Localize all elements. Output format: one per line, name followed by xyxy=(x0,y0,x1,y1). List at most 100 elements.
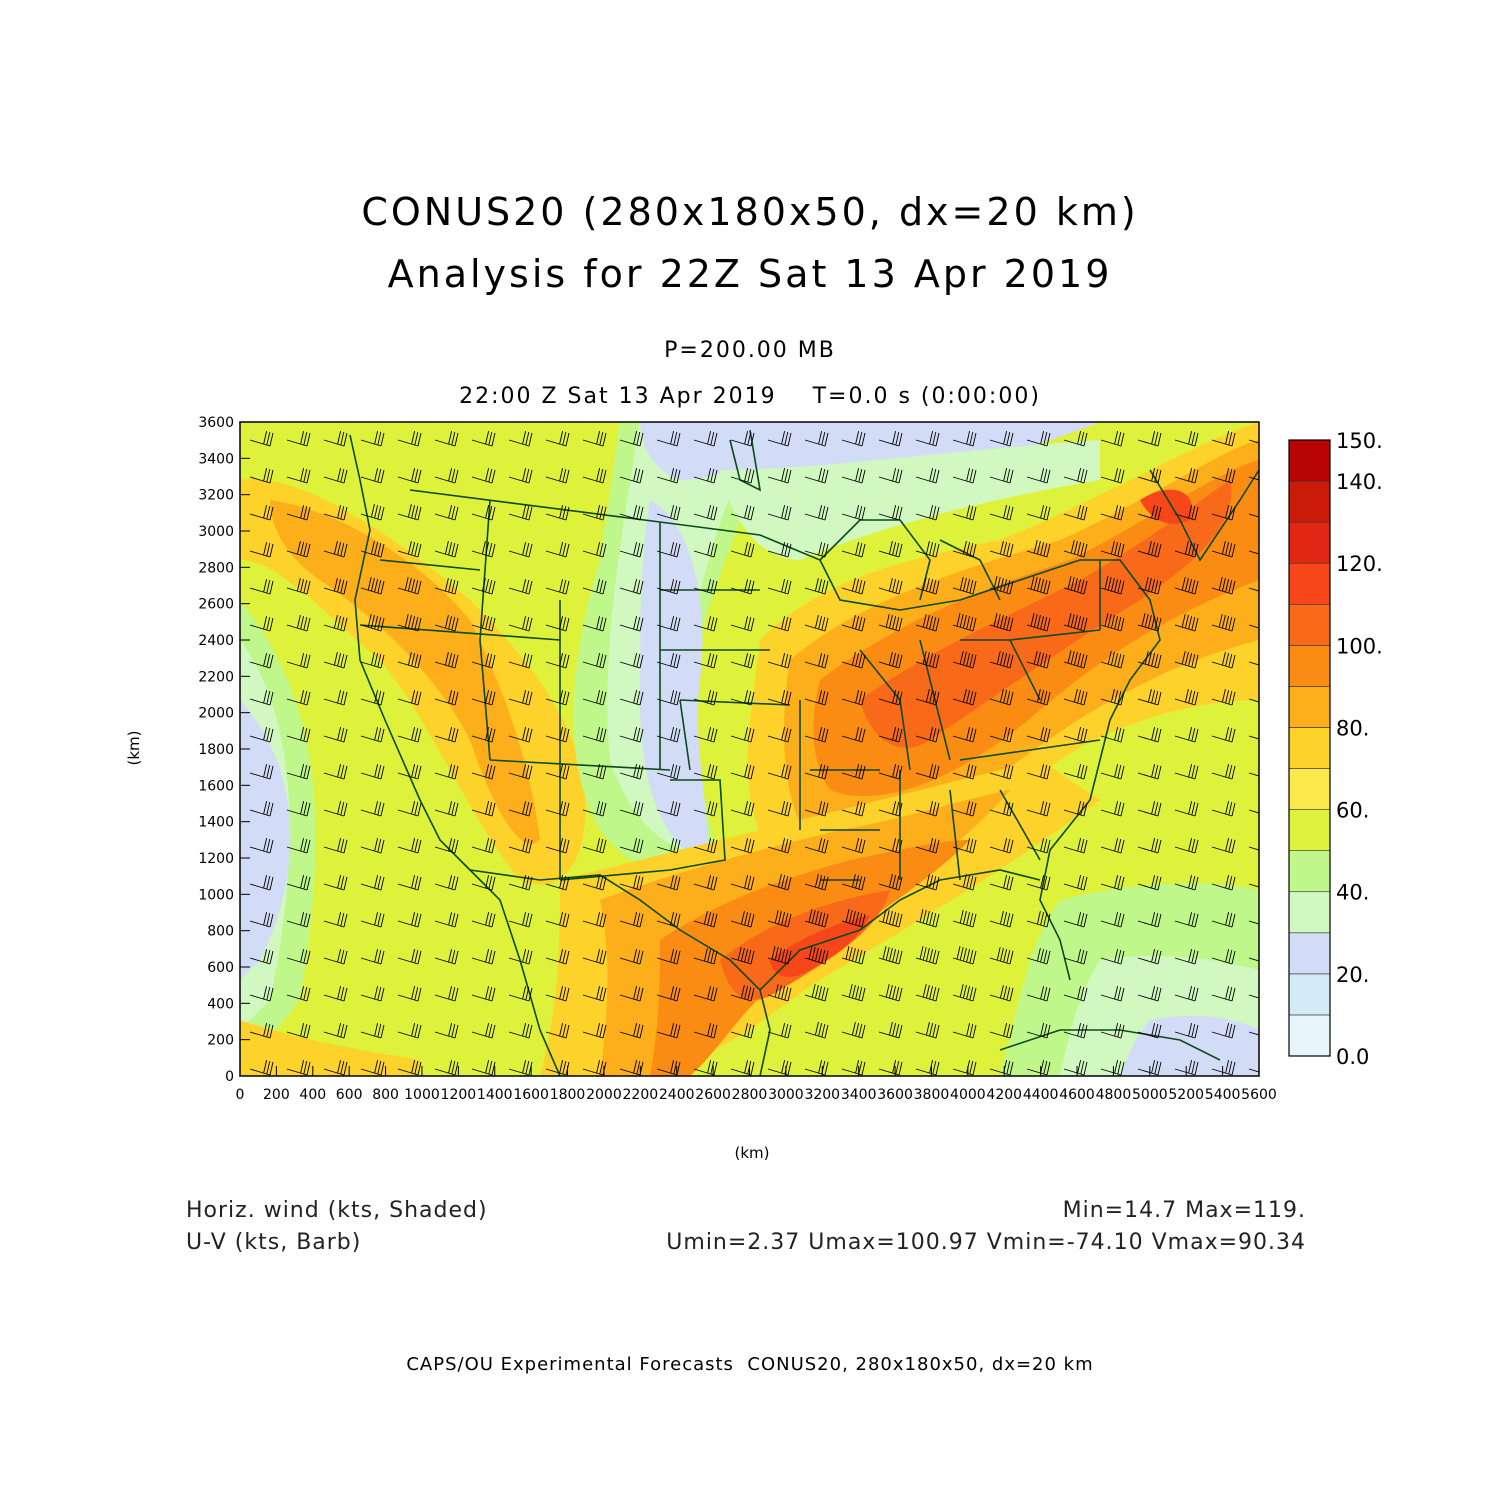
wind-barb xyxy=(1211,614,1236,632)
wind-barb xyxy=(545,467,570,484)
wind-barb xyxy=(434,911,459,928)
wind-barb xyxy=(767,910,792,928)
wind-barb xyxy=(1248,550,1259,555)
wind-barb xyxy=(1100,576,1125,595)
wind-barb xyxy=(545,726,570,743)
wind-barb xyxy=(693,948,718,965)
wind-barb xyxy=(989,763,1014,780)
wind-barb xyxy=(397,689,422,706)
wind-barb xyxy=(249,726,274,743)
wind-barb xyxy=(434,800,459,817)
wind-barb xyxy=(323,763,348,780)
wind-barb xyxy=(249,800,274,817)
x-tick-label: 5000 xyxy=(1132,1087,1168,1103)
wind-barb xyxy=(730,911,755,928)
x-tick-label: 4000 xyxy=(950,1087,986,1103)
wind-barb xyxy=(1137,874,1162,891)
wind-barb xyxy=(286,874,311,891)
wind-barb xyxy=(656,578,681,595)
wind-barb xyxy=(249,985,274,1002)
wind-barb xyxy=(582,763,607,780)
wind-barb xyxy=(1174,800,1199,817)
wind-barb xyxy=(1137,948,1162,965)
x-tick-label: 1800 xyxy=(550,1087,586,1103)
wind-barb xyxy=(286,763,311,780)
wind-barb xyxy=(1137,1022,1162,1039)
wind-barb xyxy=(619,689,644,706)
wind-barb xyxy=(1100,541,1125,558)
wind-barb xyxy=(360,652,385,669)
wind-barb xyxy=(730,615,755,632)
y-tick-label: 1200 xyxy=(198,851,234,867)
wind-barb xyxy=(545,652,570,669)
wind-barb xyxy=(915,874,940,891)
wind-barb xyxy=(249,763,274,780)
wind-barb xyxy=(730,689,755,706)
wind-barb xyxy=(1026,1022,1051,1039)
wind-barb xyxy=(767,541,792,558)
wind-barb xyxy=(1100,726,1125,743)
wind-barb xyxy=(1026,948,1051,965)
wind-barb xyxy=(1026,911,1051,928)
wind-barb xyxy=(1248,846,1259,851)
wind-barb xyxy=(989,651,1014,669)
wind-barb xyxy=(249,1022,274,1039)
wind-barb xyxy=(1174,689,1199,706)
x-tick-label: 0 xyxy=(236,1087,245,1103)
wind-barb xyxy=(656,689,681,706)
wind-barb xyxy=(878,763,903,780)
color-bar-segment xyxy=(1288,686,1331,728)
wind-barb xyxy=(508,763,533,780)
wind-barb xyxy=(915,577,940,595)
wind-barb xyxy=(1063,763,1088,780)
wind-barb xyxy=(619,837,644,854)
wind-barb xyxy=(286,541,311,558)
wind-barb xyxy=(471,726,496,743)
wind-barb xyxy=(1137,1059,1162,1076)
wind-barb xyxy=(1026,467,1051,484)
wind-barb xyxy=(582,800,607,817)
wind-barb xyxy=(471,948,496,965)
wind-barb xyxy=(730,874,755,891)
wind-barb xyxy=(471,541,496,558)
wind-barb xyxy=(804,578,829,595)
wind-barb xyxy=(804,946,829,965)
wind-barb xyxy=(545,948,570,965)
wind-barb xyxy=(1026,874,1051,891)
wind-barb xyxy=(545,911,570,928)
wind-barb xyxy=(1248,809,1259,814)
wind-barb xyxy=(1100,430,1125,447)
wind-barb xyxy=(952,577,977,595)
wind-barb xyxy=(693,578,718,595)
wind-barb xyxy=(656,541,681,558)
color-bar-label: 140. xyxy=(1336,470,1383,494)
wind-barb xyxy=(841,467,866,484)
wind-barb xyxy=(841,837,866,854)
y-tick-label: 2600 xyxy=(198,597,234,613)
wind-barb xyxy=(1248,883,1259,888)
wind-barb xyxy=(286,430,311,447)
wind-barb xyxy=(1063,504,1088,521)
wind-barb xyxy=(619,578,644,595)
wind-barb xyxy=(323,726,348,743)
wind-barb xyxy=(878,874,903,891)
wind-barb xyxy=(360,430,385,447)
wind-barb xyxy=(1063,911,1088,928)
wind-barb xyxy=(582,578,607,595)
wind-barb xyxy=(952,467,977,484)
wind-barb xyxy=(1026,576,1051,595)
wind-barb xyxy=(693,800,718,817)
wind-barb xyxy=(619,467,644,484)
wind-barb xyxy=(545,837,570,854)
wind-barb xyxy=(434,763,459,780)
wind-barb xyxy=(878,504,903,521)
wind-barb xyxy=(545,430,570,447)
wind-barb xyxy=(1100,689,1125,706)
figure-title: CONUS20 (280x180x50, dx=20 km) xyxy=(361,190,1139,234)
color-bar-segment xyxy=(1288,439,1331,482)
wind-barb xyxy=(249,837,274,854)
wind-barb xyxy=(767,504,792,521)
wind-barb xyxy=(545,1022,570,1039)
wind-barb xyxy=(360,985,385,1002)
wind-barb xyxy=(323,1022,348,1039)
